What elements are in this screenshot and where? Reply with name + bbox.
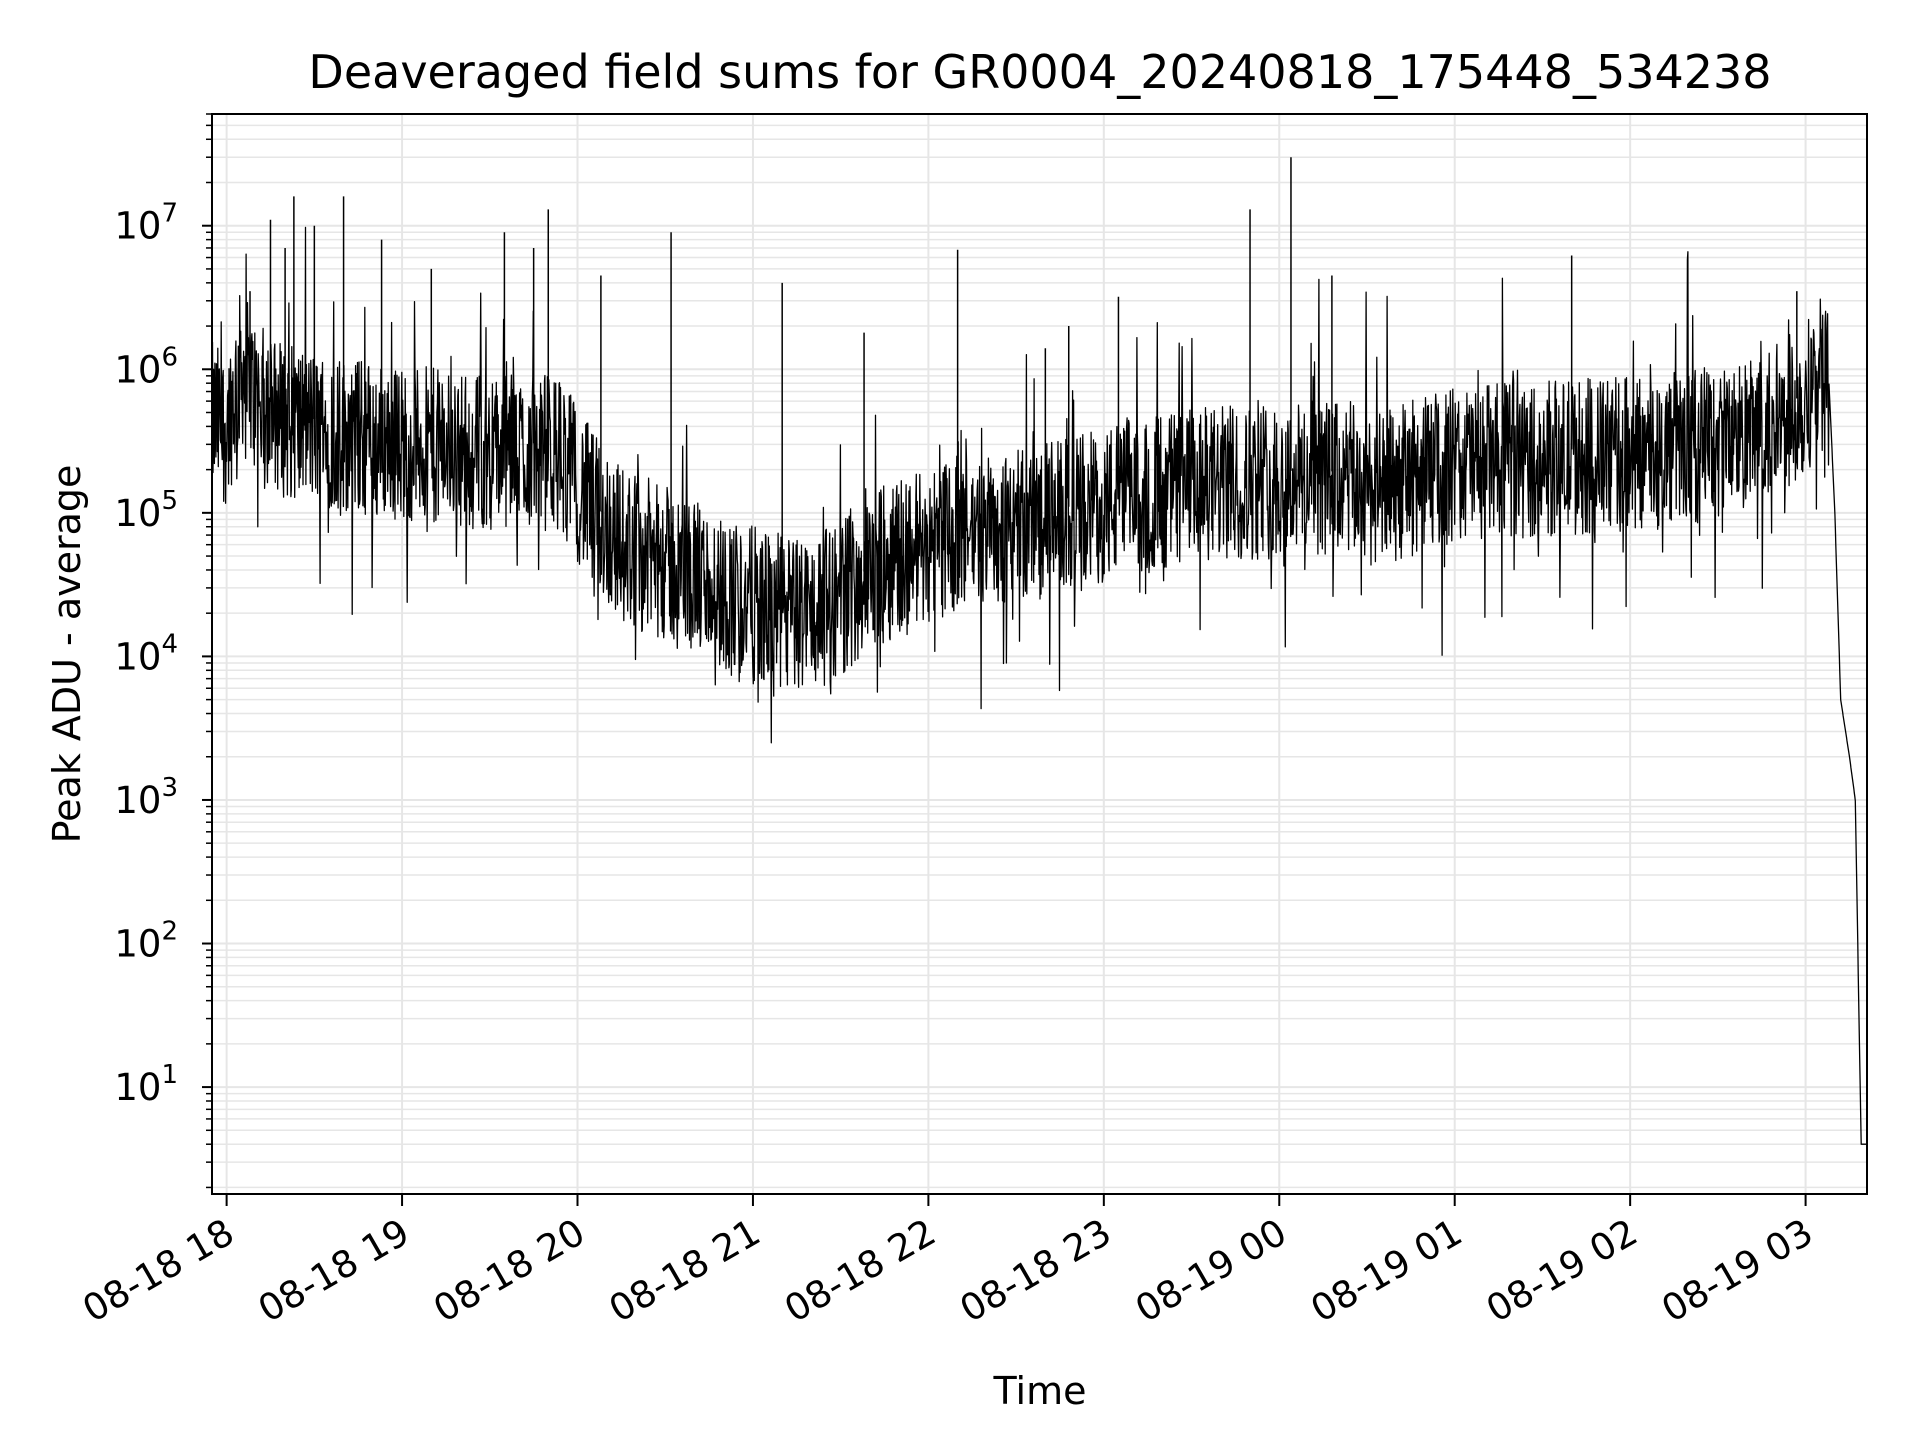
y-tick-base: 10 [114, 779, 161, 822]
y-tick-label: 105 [114, 486, 178, 535]
y-tick-label: 107 [114, 199, 178, 248]
series-line [211, 157, 1868, 1145]
y-tick-base: 10 [114, 348, 161, 391]
y-tick-exponent: 4 [161, 629, 178, 659]
y-axis-label: Peak ADU - average [45, 465, 89, 844]
y-tick-exponent: 5 [161, 486, 178, 516]
y-tick-exponent: 3 [161, 773, 178, 803]
y-tick-exponent: 6 [161, 342, 178, 372]
series-line-path [211, 226, 1868, 1145]
y-tick-base: 10 [114, 923, 161, 966]
chart-title: Deaveraged field sums for GR0004_2024081… [308, 45, 1771, 99]
y-tick-label: 103 [114, 773, 178, 822]
y-tick-exponent: 7 [161, 199, 178, 229]
x-axis-label: Time [993, 1369, 1087, 1413]
y-tick-exponent: 1 [161, 1060, 178, 1090]
y-tick-label: 102 [114, 917, 178, 966]
y-tick-exponent: 2 [161, 917, 178, 947]
y-tick-label: 106 [114, 342, 178, 391]
y-tick-base: 10 [114, 492, 161, 535]
y-tick-label: 101 [114, 1060, 178, 1109]
y-tick-label: 104 [114, 629, 178, 678]
y-tick-base: 10 [114, 1066, 161, 1109]
grid-lines [212, 113, 1867, 1194]
y-tick-base: 10 [114, 635, 161, 678]
plot-frame [211, 113, 1868, 1195]
y-tick-base: 10 [114, 205, 161, 248]
